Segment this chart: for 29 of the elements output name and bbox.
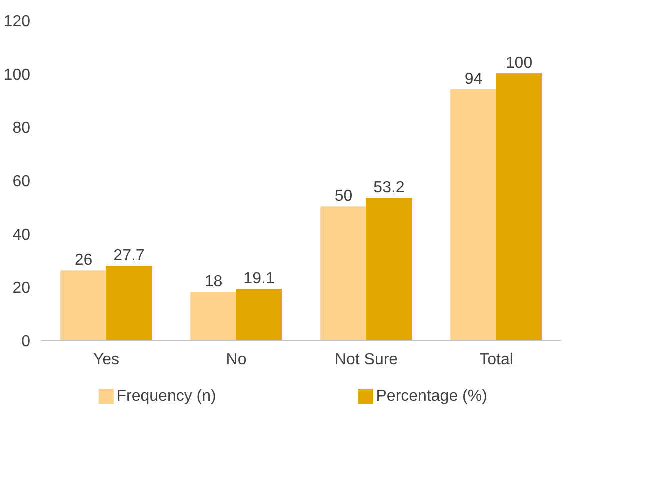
x-tick-label: Total (480, 352, 514, 368)
data-label: 53.2 (374, 180, 405, 197)
x-tick-label: Not Sure (334, 352, 398, 368)
legend-label: Percentage (%) (376, 388, 488, 405)
bar (366, 198, 412, 340)
y-tick-label: 120 (4, 14, 31, 30)
bar (190, 292, 237, 340)
x-tick-label: No (226, 352, 247, 368)
bar (106, 266, 152, 340)
data-label: 100 (506, 54, 533, 72)
bar (60, 270, 107, 340)
bar (450, 89, 497, 340)
data-label: 19.1 (244, 270, 275, 288)
y-tick-label: 20 (12, 280, 31, 298)
y-tick-label: 100 (4, 66, 31, 84)
bar (320, 206, 367, 340)
y-tick-label: 0 (22, 334, 31, 350)
y-tick-label: 60 (12, 174, 31, 190)
data-label: 18 (204, 274, 223, 290)
data-label: 26 (74, 252, 93, 270)
data-label: 94 (464, 70, 483, 88)
bar (236, 289, 282, 340)
y-tick-label: 80 (12, 120, 31, 138)
legend-label: Frequency (n) (116, 388, 216, 405)
data-label: 50 (334, 188, 353, 206)
x-tick-label: Yes (93, 352, 120, 368)
y-tick-label: 40 (12, 226, 31, 244)
bar (496, 73, 542, 340)
data-label: 27.7 (114, 248, 145, 265)
